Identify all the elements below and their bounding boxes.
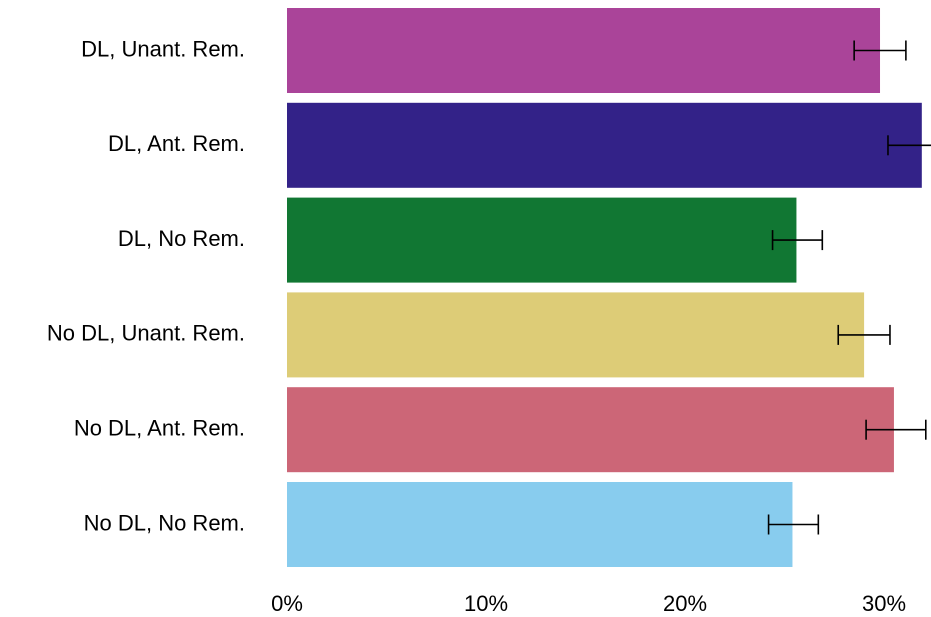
error-bar-1 xyxy=(887,135,931,156)
x-tick-label-3: 30% xyxy=(862,591,906,616)
category-label-5: No DL, No Rem. xyxy=(84,510,245,535)
bars-layer xyxy=(287,8,922,567)
x-tick-label-2: 20% xyxy=(663,591,707,616)
x-axis-tick-labels: 0% 10% 20% 30% xyxy=(271,591,906,616)
error-bar-4 xyxy=(865,419,927,440)
bar-1 xyxy=(287,102,922,188)
category-label-3: No DL, Unant. Rem. xyxy=(47,321,245,346)
bar-3 xyxy=(287,292,865,378)
bar-0 xyxy=(287,8,881,93)
x-tick-label-1: 10% xyxy=(464,591,508,616)
bar-4 xyxy=(287,387,894,473)
error-bar-5 xyxy=(767,514,820,535)
x-tick-label-0: 0% xyxy=(271,591,303,616)
category-labels: DL, Unant. Rem. DL, Ant. Rem. DL, No Rem. N… xyxy=(47,36,245,535)
category-label-2: DL, No Rem. xyxy=(118,226,245,251)
error-bars-layer xyxy=(767,40,931,535)
error-bar-0 xyxy=(853,40,907,61)
category-label-1: DL, Ant. Rem. xyxy=(108,131,245,156)
bar-5 xyxy=(287,482,793,567)
error-bar-2 xyxy=(771,230,824,251)
category-label-4: No DL, Ant. Rem. xyxy=(74,416,245,441)
error-bar-3 xyxy=(837,324,891,345)
category-label-0: DL, Unant. Rem. xyxy=(81,36,245,61)
bar-2 xyxy=(287,197,797,283)
